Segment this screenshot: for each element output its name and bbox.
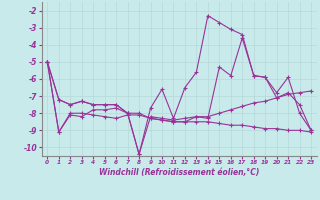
- X-axis label: Windchill (Refroidissement éolien,°C): Windchill (Refroidissement éolien,°C): [99, 168, 260, 177]
